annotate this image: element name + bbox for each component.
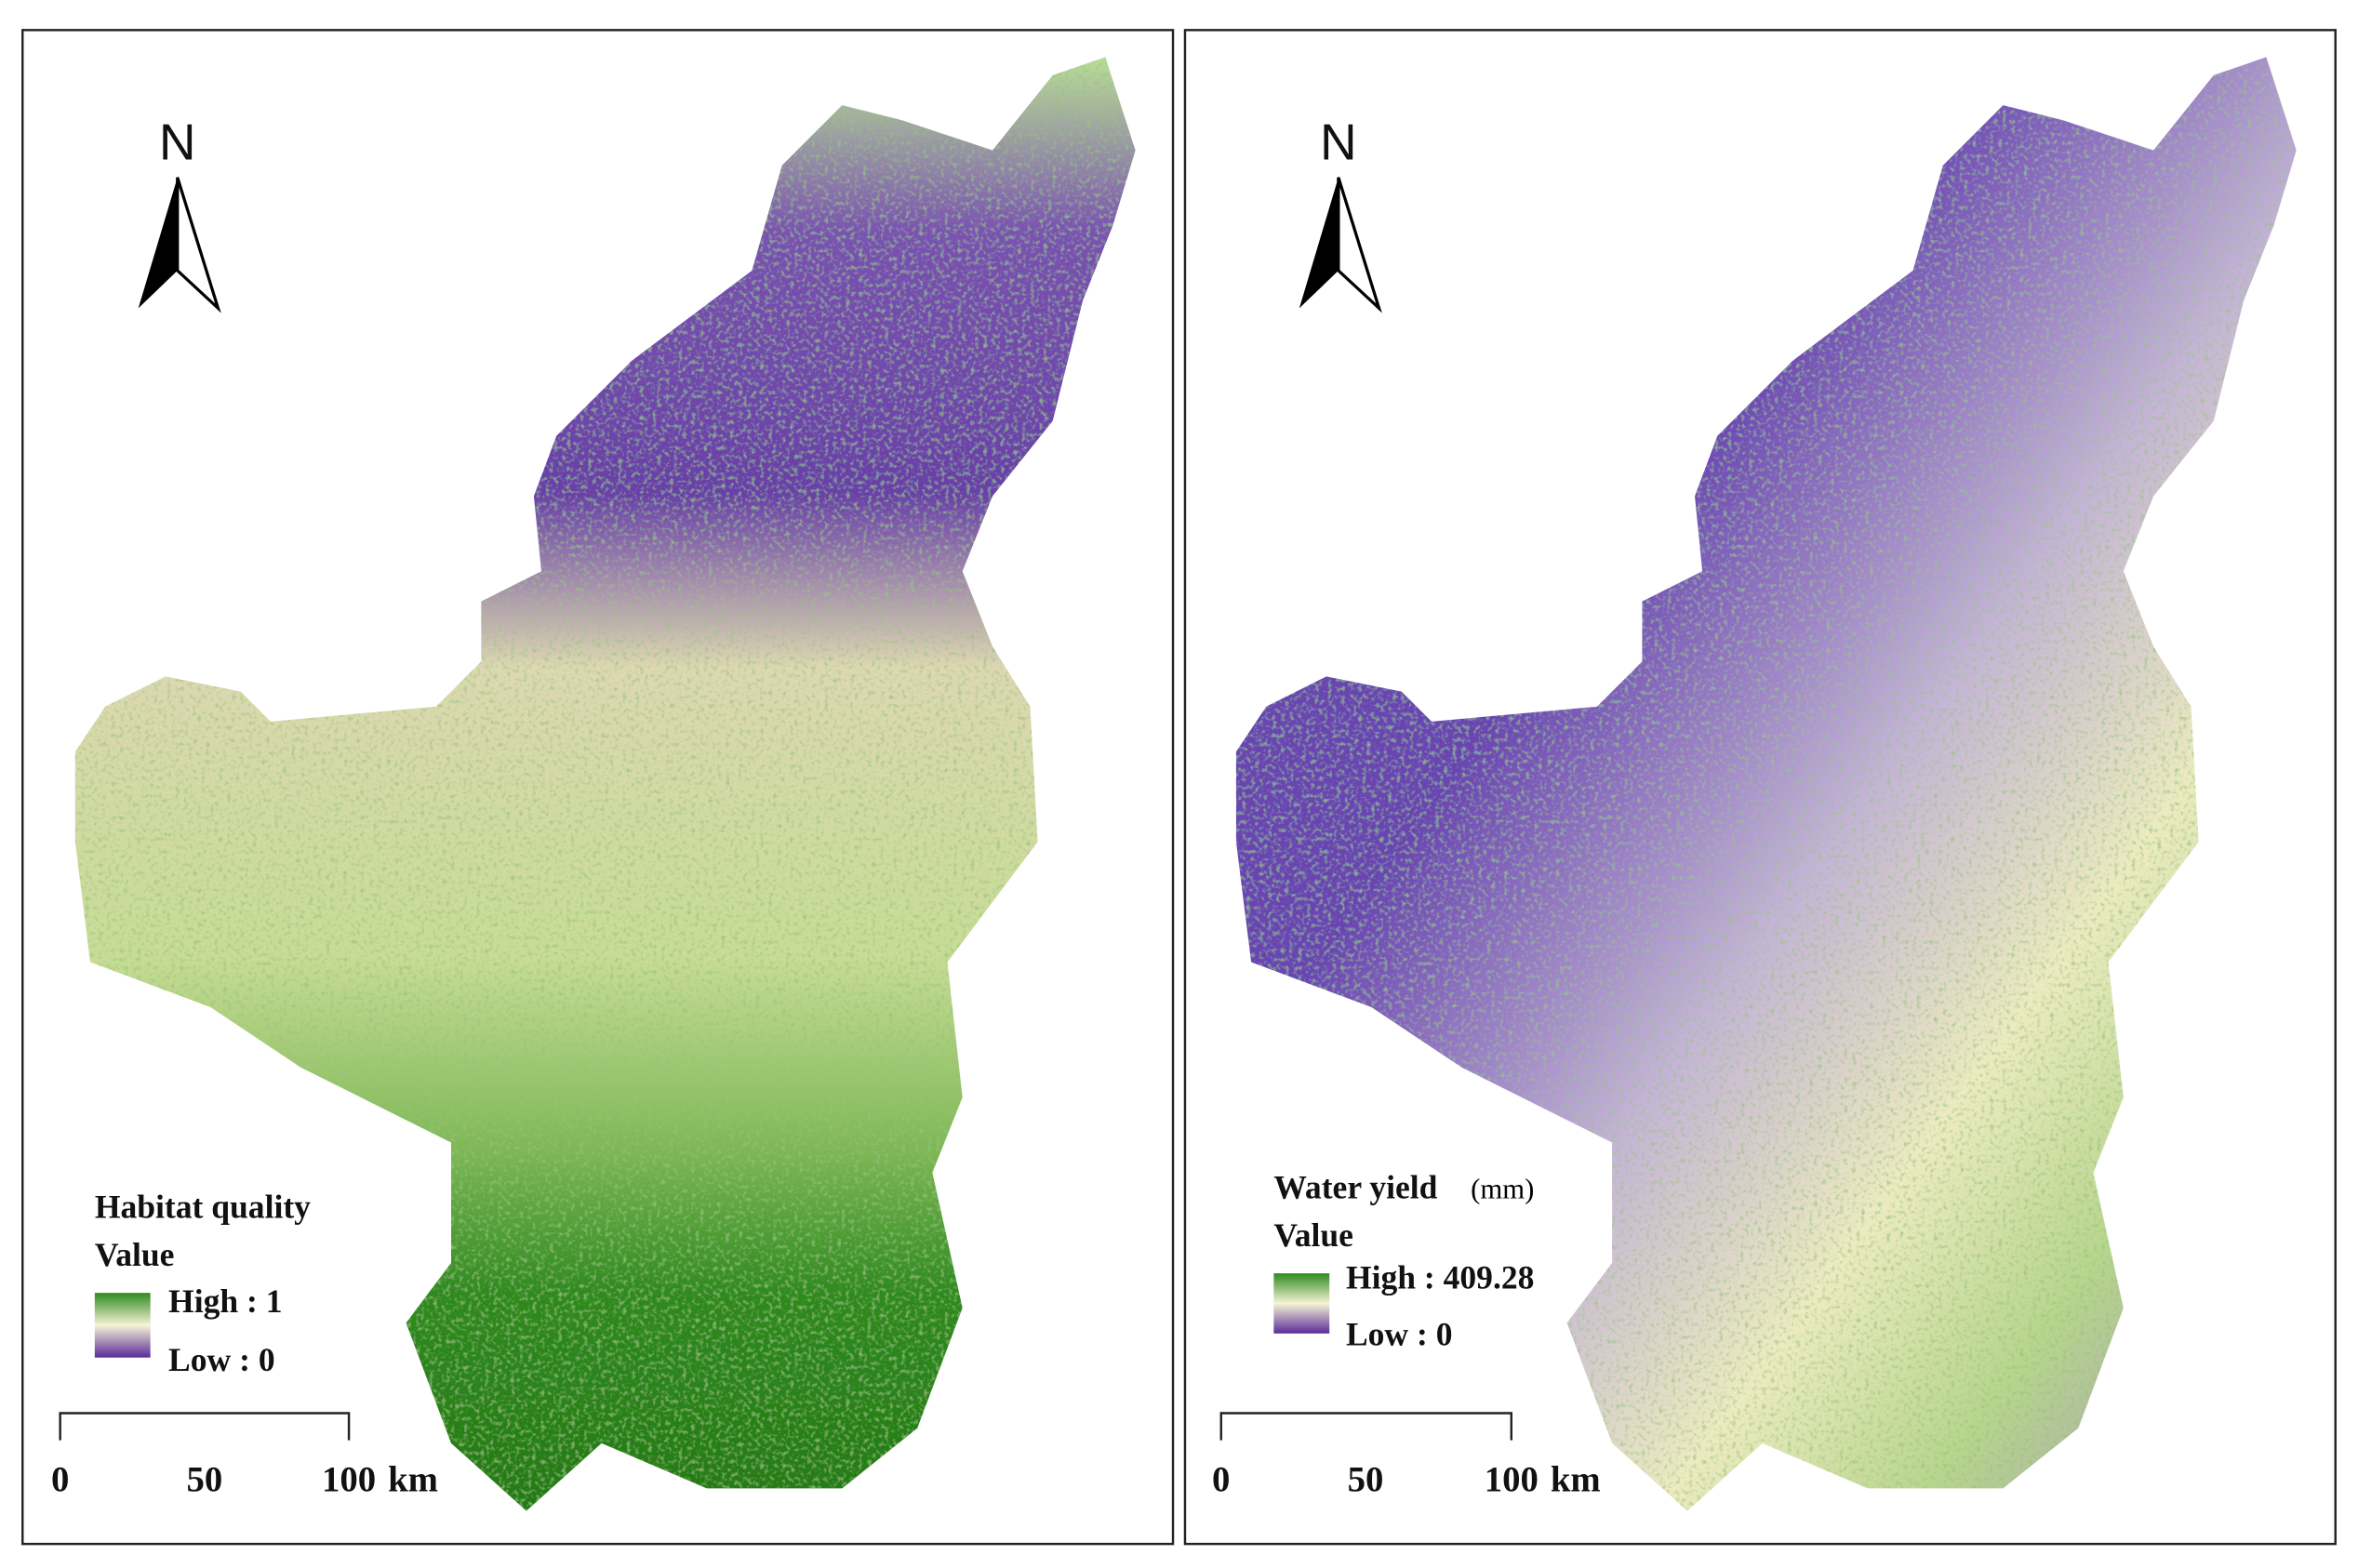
panel-frame bbox=[21, 29, 1175, 1546]
legend-unit: (mm) bbox=[1471, 1173, 1534, 1204]
legend-title: Habitat quality bbox=[95, 1188, 311, 1225]
scale-label: 0 bbox=[51, 1460, 69, 1500]
panel: N Water yield (mm) Value High : 409.28 L… bbox=[1183, 29, 2337, 1546]
north-arrow bbox=[1299, 177, 1339, 309]
legend-high: High : 409.28 bbox=[1346, 1258, 1534, 1296]
legend-low: Low : 0 bbox=[1346, 1316, 1453, 1353]
scale-unit: km bbox=[1551, 1460, 1601, 1500]
scale-label: 100 bbox=[1485, 1460, 1539, 1500]
scale-label: 100 bbox=[322, 1460, 376, 1500]
north-arrow bbox=[176, 177, 221, 313]
north-label: N bbox=[1320, 113, 1357, 170]
legend-ramp bbox=[1273, 1273, 1330, 1334]
legend-high: High : 1 bbox=[168, 1282, 282, 1320]
scale-label: 0 bbox=[1212, 1460, 1230, 1500]
panel: N Habitat quality Value High : 1 Low : 0… bbox=[21, 29, 1175, 1546]
scale-label: 50 bbox=[1348, 1460, 1384, 1500]
north-label: N bbox=[159, 113, 196, 170]
panel-frame bbox=[1183, 29, 2337, 1546]
legend-ramp bbox=[94, 1293, 151, 1358]
scale-bar bbox=[59, 1412, 351, 1441]
scale-bar bbox=[1219, 1412, 1513, 1441]
legend-subtitle: Value bbox=[95, 1236, 175, 1273]
legend-subtitle: Value bbox=[1273, 1216, 1353, 1254]
scale-unit: km bbox=[388, 1460, 438, 1500]
legend-low: Low : 0 bbox=[168, 1341, 275, 1378]
north-arrow bbox=[138, 177, 178, 309]
legend-title: Water yield bbox=[1273, 1168, 1437, 1205]
scale-label: 50 bbox=[186, 1460, 222, 1500]
north-arrow bbox=[1337, 177, 1382, 313]
